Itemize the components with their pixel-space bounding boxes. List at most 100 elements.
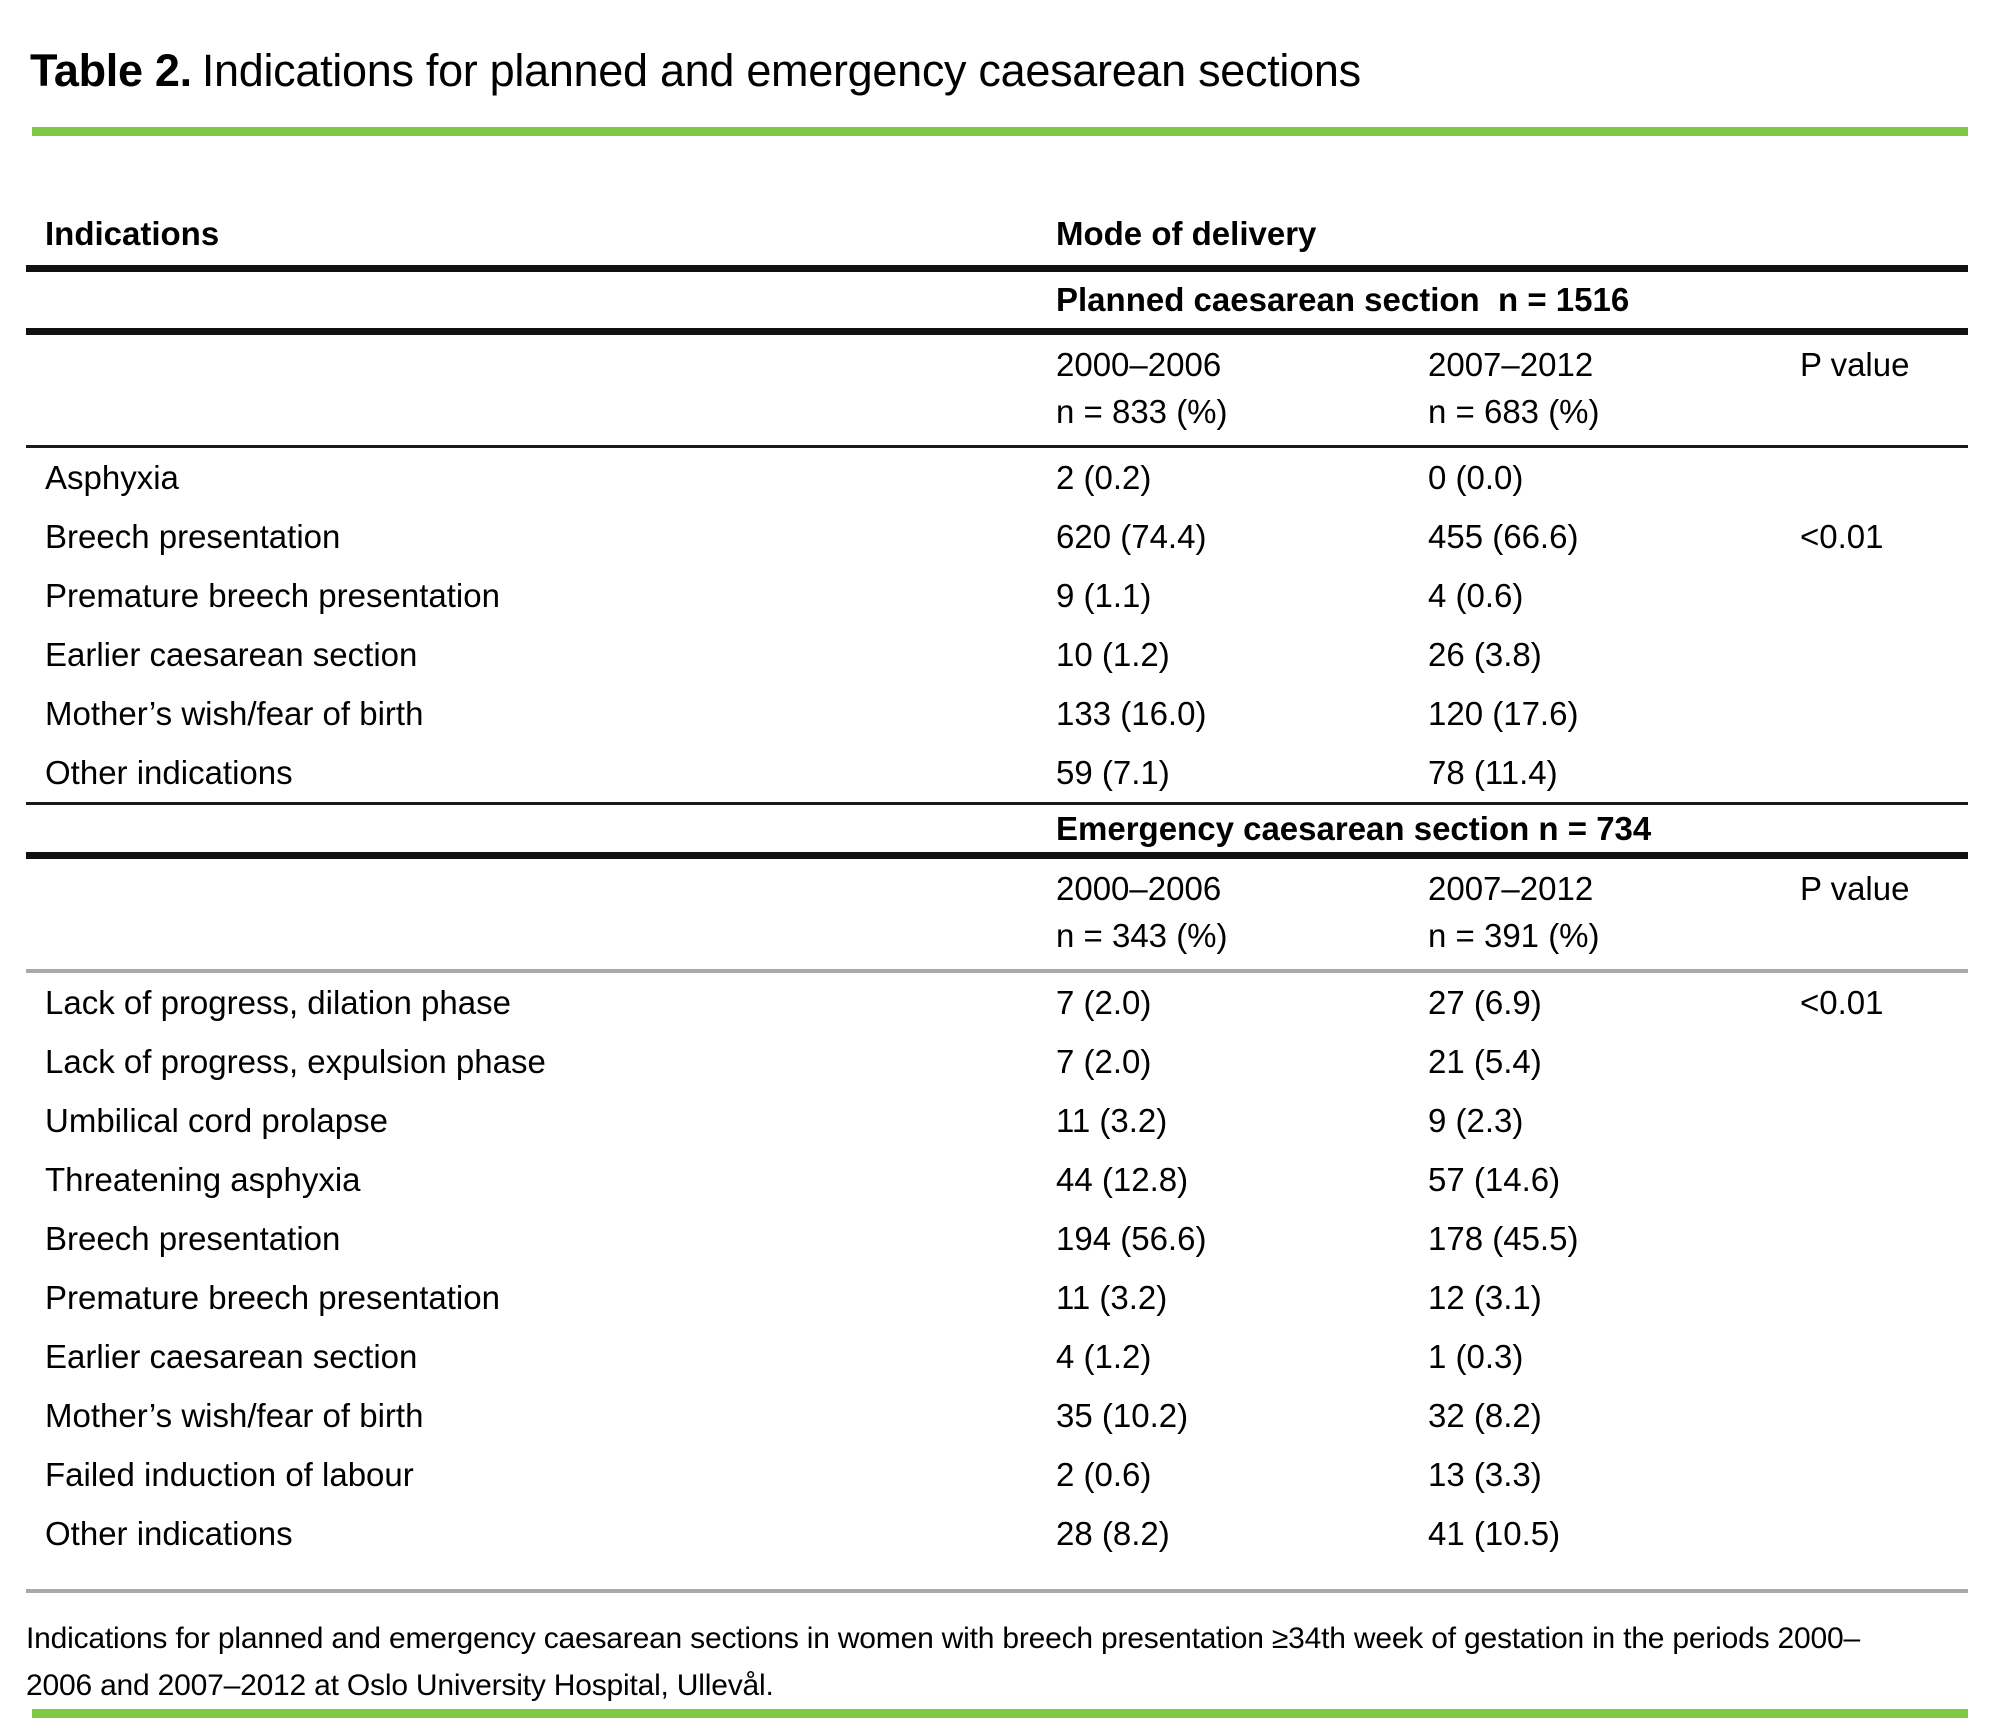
row-value-period2: 32 (8.2)	[1428, 1396, 1542, 1434]
period2-label: 2007–2012	[1428, 870, 1594, 907]
planned-period-rule	[26, 445, 1968, 448]
row-value-period1: 35 (10.2)	[1056, 1396, 1189, 1434]
emergency-subheader-row: Emergency caesarean section n = 734	[0, 805, 2000, 852]
planned-section-header: Planned caesarean section n = 1516	[1056, 281, 1630, 318]
row-value-period1: 44 (12.8)	[1056, 1160, 1189, 1198]
emergency-section-header: Emergency caesarean section n = 734	[1056, 809, 1652, 847]
row-value-period2: 4 (0.6)	[1428, 576, 1524, 614]
row-value-period2: 57 (14.6)	[1428, 1160, 1561, 1198]
bottom-green-divider	[32, 1709, 1968, 1718]
table-row: Mother’s wish/fear of birth 35 (10.2) 32…	[0, 1386, 2000, 1445]
row-value-period1: 11 (3.2)	[1056, 1278, 1168, 1316]
table-row: Asphyxia 2 (0.2) 0 (0.0)	[0, 448, 2000, 507]
row-indication-label: Asphyxia	[45, 458, 179, 496]
row-value-period2: 455 (66.6)	[1428, 517, 1579, 555]
row-value-period1: 620 (74.4)	[1056, 517, 1207, 555]
row-value-period2: 41 (10.5)	[1428, 1514, 1561, 1552]
planned-period1-header: 2000–2006 n = 833 (%)	[1056, 341, 1428, 435]
emergency-period-rule	[26, 969, 1968, 973]
row-indication-label: Mother’s wish/fear of birth	[45, 694, 424, 732]
row-pvalue: <0.01	[1800, 517, 1884, 555]
table-caption: Indications for planned and emergency ca…	[201, 45, 1361, 96]
table-row: Lack of progress, expulsion phase 7 (2.0…	[0, 1032, 2000, 1091]
emergency-pvalue-header: P value	[1800, 870, 1910, 907]
row-indication-label: Failed induction of labour	[45, 1455, 414, 1493]
emergency-period-header-row: 2000–2006 n = 343 (%) 2007–2012 n = 391 …	[0, 859, 2000, 969]
row-indication-label: Mother’s wish/fear of birth	[45, 1396, 424, 1434]
planned-rows: Asphyxia 2 (0.2) 0 (0.0) Breech presenta…	[0, 448, 2000, 802]
top-green-divider	[32, 127, 1968, 136]
table-row: Premature breech presentation 11 (3.2) 1…	[0, 1268, 2000, 1327]
row-indication-label: Earlier caesarean section	[45, 635, 418, 673]
section-emergency: Emergency caesarean section n = 734 2000…	[0, 805, 2000, 1589]
table-title: Table 2. Indications for planned and emer…	[0, 0, 2000, 127]
table-row: Umbilical cord prolapse 11 (3.2) 9 (2.3)	[0, 1091, 2000, 1150]
row-value-period1: 59 (7.1)	[1056, 753, 1170, 791]
table-row: Earlier caesarean section 10 (1.2) 26 (3…	[0, 625, 2000, 684]
table-row: Mother’s wish/fear of birth 133 (16.0) 1…	[0, 684, 2000, 743]
emergency-rows: Lack of progress, dilation phase 7 (2.0)…	[0, 973, 2000, 1589]
row-indication-label: Umbilical cord prolapse	[45, 1101, 388, 1139]
table-row: Other indications 59 (7.1) 78 (11.4)	[0, 743, 2000, 802]
period1-label: 2000–2006	[1056, 346, 1222, 383]
row-indication-label: Lack of progress, dilation phase	[45, 983, 511, 1021]
row-value-period2: 9 (2.3)	[1428, 1101, 1524, 1139]
section-divider-rule	[26, 802, 1968, 805]
row-value-period1: 7 (2.0)	[1056, 1042, 1152, 1080]
row-value-period1: 9 (1.1)	[1056, 576, 1152, 614]
row-indication-label: Breech presentation	[45, 1219, 341, 1257]
period2-label: 2007–2012	[1428, 346, 1594, 383]
table-row: Lack of progress, dilation phase 7 (2.0)…	[0, 973, 2000, 1032]
table-header-row: Indications Mode of delivery	[0, 136, 2000, 265]
row-indication-label: Other indications	[45, 753, 293, 791]
period1-label: 2000–2006	[1056, 870, 1222, 907]
table-row: Threatening asphyxia 44 (12.8) 57 (14.6)	[0, 1150, 2000, 1209]
emergency-period1-header: 2000–2006 n = 343 (%)	[1056, 865, 1428, 959]
row-value-period1: 2 (0.2)	[1056, 458, 1152, 496]
planned-period2-header: 2007–2012 n = 683 (%)	[1428, 341, 1800, 435]
header-top-rule	[26, 265, 1968, 272]
period1-n: n = 343 (%)	[1056, 917, 1228, 954]
table-row: Earlier caesarean section 4 (1.2) 1 (0.3…	[0, 1327, 2000, 1386]
row-value-period2: 120 (17.6)	[1428, 694, 1579, 732]
row-value-period2: 1 (0.3)	[1428, 1337, 1524, 1375]
planned-subheader-row: Planned caesarean section n = 1516	[0, 272, 2000, 328]
row-pvalue: <0.01	[1800, 983, 1884, 1021]
row-value-period1: 4 (1.2)	[1056, 1337, 1152, 1375]
row-value-period2: 13 (3.3)	[1428, 1455, 1542, 1493]
table-row: Premature breech presentation 9 (1.1) 4 …	[0, 566, 2000, 625]
row-value-period1: 133 (16.0)	[1056, 694, 1207, 732]
table-number: Table 2.	[30, 45, 192, 96]
row-value-period1: 2 (0.6)	[1056, 1455, 1152, 1493]
period2-n: n = 683 (%)	[1428, 393, 1600, 430]
section-planned: Planned caesarean section n = 1516 2000–…	[0, 272, 2000, 802]
row-value-period1: 194 (56.6)	[1056, 1219, 1207, 1257]
row-value-period2: 178 (45.5)	[1428, 1219, 1579, 1257]
row-indication-label: Other indications	[45, 1514, 293, 1552]
table-bottom-rule	[26, 1589, 1968, 1593]
row-value-period1: 7 (2.0)	[1056, 983, 1152, 1021]
row-indication-label: Earlier caesarean section	[45, 1337, 418, 1375]
row-value-period2: 78 (11.4)	[1428, 753, 1558, 791]
planned-period-header-row: 2000–2006 n = 833 (%) 2007–2012 n = 683 …	[0, 335, 2000, 445]
row-value-period2: 27 (6.9)	[1428, 983, 1542, 1021]
row-value-period2: 21 (5.4)	[1428, 1042, 1542, 1080]
emergency-subheader-rule	[26, 852, 1968, 859]
table-row: Other indications 28 (8.2) 41 (10.5)	[0, 1504, 2000, 1563]
period2-n: n = 391 (%)	[1428, 917, 1600, 954]
row-indication-label: Lack of progress, expulsion phase	[45, 1042, 546, 1080]
planned-subheader-rule	[26, 328, 1968, 335]
planned-pvalue-header: P value	[1800, 346, 1910, 383]
table-footnote: Indications for planned and emergency ca…	[26, 1622, 1860, 1702]
row-value-period1: 10 (1.2)	[1056, 635, 1170, 673]
row-indication-label: Threatening asphyxia	[45, 1160, 361, 1198]
row-indication-label: Premature breech presentation	[45, 1278, 500, 1316]
row-value-period1: 11 (3.2)	[1056, 1101, 1168, 1139]
row-value-period2: 0 (0.0)	[1428, 458, 1524, 496]
table-row: Breech presentation 620 (74.4) 455 (66.6…	[0, 507, 2000, 566]
row-indication-label: Premature breech presentation	[45, 576, 500, 614]
row-value-period2: 12 (3.1)	[1428, 1278, 1542, 1316]
table-row: Failed induction of labour 2 (0.6) 13 (3…	[0, 1445, 2000, 1504]
header-indications: Indications	[45, 215, 220, 252]
